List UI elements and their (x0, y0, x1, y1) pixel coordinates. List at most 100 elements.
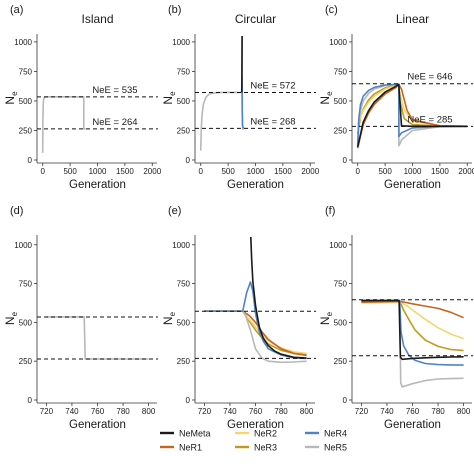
y-tick-label: 0 (186, 396, 191, 405)
x-axis-title: Generation (69, 419, 126, 431)
x-tick-label: 740 (380, 407, 394, 416)
y-axis-title-subscript: e (325, 91, 334, 96)
y-tick-label: 0 (186, 156, 191, 165)
x-axis-title: Generation (227, 419, 284, 431)
series-line-ner2 (361, 301, 464, 340)
x-axis-title: Generation (69, 179, 126, 191)
x-tick-label: 500 (378, 167, 392, 176)
x-tick-label: 1000 (404, 167, 422, 176)
reference-line-label: NeE = 646 (407, 72, 452, 83)
reference-line-label: NeE = 285 (407, 114, 452, 125)
x-axis-title: Generation (384, 179, 441, 191)
panel-title: Linear (396, 12, 429, 26)
x-tick-label: 0 (199, 167, 204, 176)
series-line-ner1 (204, 310, 307, 357)
x-tick-label: 760 (249, 407, 263, 416)
series-group (204, 237, 307, 364)
y-axis-title: Ne (161, 311, 177, 325)
y-axis-title-main: N (3, 316, 17, 325)
panel-d: 0 250 500 750 1000 720 740 760 780 800 Generation N… (3, 205, 158, 431)
y-axis-title: Ne (3, 311, 19, 325)
series-line-ner5 (199, 36, 245, 151)
y-axis-title: Ne (3, 91, 19, 105)
y-tick-label: 250 (334, 126, 348, 135)
y-axis-title-main: N (161, 316, 175, 325)
reference-line-label: NeE = 264 (92, 117, 137, 128)
y-tick-label: 250 (19, 357, 33, 366)
x-tick-label: 500 (221, 167, 235, 176)
y-tick-label: 750 (334, 67, 348, 76)
x-axis-title: Generation (227, 179, 284, 191)
x-tick-label: 2000 (301, 167, 319, 176)
series-group (199, 36, 245, 151)
series-line-nemeta (356, 83, 468, 148)
y-tick-label: 750 (334, 280, 348, 289)
series-group (356, 83, 468, 149)
y-axis-title: Ne (161, 91, 177, 105)
y-tick-label: 0 (28, 396, 33, 405)
legend-label-ner3: NeR3 (254, 443, 277, 453)
y-tick-label: 1000 (172, 38, 190, 47)
series-line-ner3 (361, 300, 464, 352)
x-tick-label: 800 (142, 407, 156, 416)
y-tick-label: 750 (177, 280, 191, 289)
y-tick-label: 500 (19, 97, 33, 106)
x-tick-label: 1000 (247, 167, 265, 176)
series-group (46, 316, 149, 360)
x-tick-label: 720 (40, 407, 54, 416)
x-tick-label: 760 (91, 407, 105, 416)
x-tick-label: 720 (198, 407, 212, 416)
panel-e: 0 250 500 750 1000 720 740 760 780 800 Generation N… (161, 205, 316, 431)
x-axis-title: Generation (384, 419, 441, 431)
reference-line-label: NeE = 535 (92, 85, 137, 96)
x-tick-label: 1000 (89, 167, 107, 176)
x-tick-label: 1500 (431, 167, 449, 176)
panel-f: 0 250 500 750 1000 720 740 760 780 800 Generation N… (318, 205, 473, 431)
x-tick-label: 740 (65, 407, 79, 416)
y-tick-label: 500 (334, 318, 348, 327)
y-tick-label: 0 (343, 396, 348, 405)
x-tick-label: 780 (431, 407, 445, 416)
x-tick-label: 2000 (143, 167, 161, 176)
y-axis-title-main: N (318, 316, 332, 325)
y-tick-label: 500 (19, 318, 33, 327)
y-tick-label: 750 (19, 67, 33, 76)
y-tick-label: 750 (19, 280, 33, 289)
panel-label: (b) (168, 4, 181, 16)
series-line-nemeta (250, 237, 307, 359)
x-tick-label: 0 (356, 167, 361, 176)
y-tick-label: 250 (19, 126, 33, 135)
y-tick-label: 250 (334, 357, 348, 366)
x-tick-label: 800 (300, 407, 314, 416)
x-tick-label: 2000 (458, 167, 474, 176)
y-axis-title-subscript: e (168, 311, 177, 316)
reference-line-label: NeE = 268 (250, 116, 295, 127)
series-line-ner4 (356, 83, 468, 146)
series-line-ner5 (46, 316, 149, 360)
x-tick-label: 780 (274, 407, 288, 416)
y-tick-label: 0 (28, 156, 33, 165)
y-tick-label: 0 (343, 156, 348, 165)
series-line-ner1 (361, 300, 464, 319)
x-tick-label: 1500 (274, 167, 292, 176)
x-tick-label: 780 (116, 407, 130, 416)
y-tick-label: 250 (177, 357, 191, 366)
legend-label-ner4: NeR4 (324, 429, 347, 439)
y-axis-title-subscript: e (10, 311, 19, 316)
y-axis-title-main: N (161, 96, 175, 105)
panel-b: 0 250 500 750 1000 0 500 1000 1500 2000 Generation… (161, 4, 320, 191)
x-tick-label: 1500 (116, 167, 134, 176)
y-axis-title-subscript: e (10, 91, 19, 96)
y-tick-label: 1000 (329, 38, 347, 47)
panel-a: 0 250 500 750 1000 0 500 1000 1500 2000 Generation… (3, 4, 162, 191)
series-line-ner5 (41, 96, 86, 153)
panel-label: (f) (325, 205, 335, 217)
series-line-nemeta (361, 299, 464, 361)
legend-label-ner1: NeR1 (179, 443, 202, 453)
x-tick-label: 740 (223, 407, 237, 416)
y-tick-label: 1000 (329, 241, 347, 250)
y-axis-title: Ne (318, 311, 334, 325)
y-tick-label: 750 (177, 67, 191, 76)
y-tick-label: 500 (334, 97, 348, 106)
